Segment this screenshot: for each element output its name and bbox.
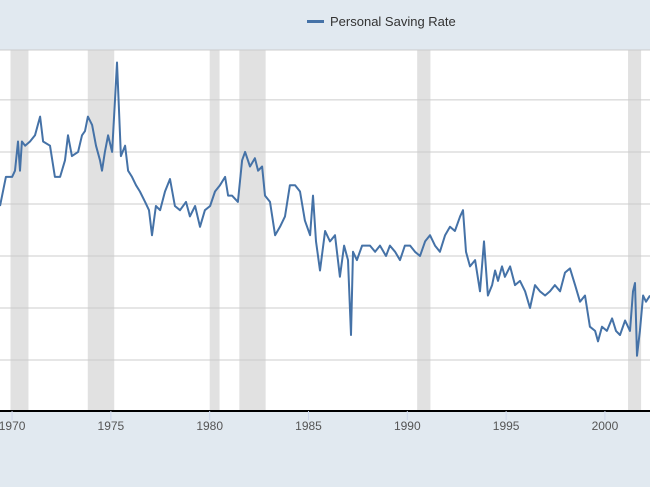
x-tick-label: 1995 (493, 419, 520, 433)
legend-label: Personal Saving Rate (330, 14, 456, 29)
x-tick-label: 1985 (295, 419, 322, 433)
recession-band (417, 50, 431, 412)
series-line-personal-saving-rate (0, 61, 650, 357)
x-axis-ticks: 1970 1975 1980 1985 1990 1995 2000 (0, 411, 619, 433)
x-tick-label: 1975 (98, 419, 125, 433)
gridlines (0, 49, 650, 361)
legend-swatch (307, 20, 324, 23)
recession-band (628, 50, 642, 412)
x-tick-label: 2000 (592, 419, 619, 433)
x-tick-label: 1990 (394, 419, 421, 433)
recession-band (10, 50, 29, 412)
x-tick-label: 1980 (196, 419, 223, 433)
recession-band (87, 50, 115, 412)
legend[interactable]: Personal Saving Rate (307, 14, 456, 29)
recession-band (209, 50, 220, 412)
x-tick-label: 1970 (0, 419, 26, 433)
recession-band (239, 50, 266, 412)
